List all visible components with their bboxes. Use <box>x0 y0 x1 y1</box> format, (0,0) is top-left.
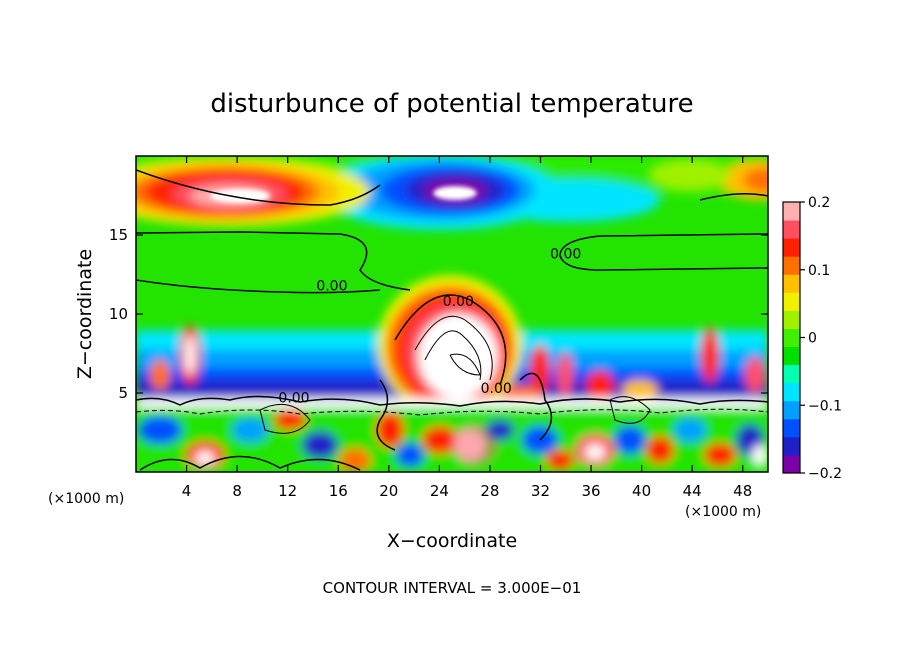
colorbar-swatch <box>783 400 800 420</box>
x-tick-label: 24 <box>430 482 449 500</box>
x-tick-label: 48 <box>733 482 752 500</box>
contour-labels: 0.00 0.00 0.00 0.00 0.00 <box>278 247 581 407</box>
colorbar-tick-label: 0 <box>808 331 817 347</box>
y-tick-label: 5 <box>118 384 128 402</box>
colorbar: 0.2 0.1 0 −0.1 −0.2 <box>782 195 842 482</box>
contour-lines <box>136 169 768 471</box>
colorbar-swatch <box>783 238 800 257</box>
colorbar-swatch <box>783 364 800 384</box>
colorbar-swatch <box>783 382 800 402</box>
colorbar-tick-label: −0.1 <box>808 398 842 414</box>
colorbar-swatch <box>783 346 800 366</box>
colorbar-swatch <box>783 328 800 348</box>
x-tick-label: 4 <box>182 482 192 500</box>
x-axis-unit-left: (×1000 m) <box>48 491 124 507</box>
colorbar-swatch <box>783 310 800 329</box>
colorbar-swatch <box>783 220 800 239</box>
colorbar-swatch <box>783 274 800 293</box>
x-tick-label: 28 <box>480 482 499 500</box>
x-axis-ticks: 4 8 12 16 20 24 28 32 36 40 44 48 <box>182 156 752 500</box>
colorbar-swatch <box>783 202 800 221</box>
chart-title: disturbunce of potential temperature <box>210 89 693 119</box>
contour-label: 0.00 <box>481 381 512 397</box>
colorbar-tick-label: −0.2 <box>808 466 842 482</box>
contour-label: 0.00 <box>278 390 309 406</box>
x-tick-label: 44 <box>683 482 702 500</box>
colorbar-swatch <box>783 436 800 456</box>
contour-interval-footer: CONTOUR INTERVAL = 3.000E−01 <box>323 579 582 597</box>
contour-label: 0.00 <box>550 247 581 263</box>
x-tick-label: 20 <box>379 482 398 500</box>
y-axis-ticks: 5 10 15 <box>109 226 768 402</box>
colorbar-swatch <box>783 418 800 438</box>
x-tick-label: 8 <box>232 482 242 500</box>
x-tick-label: 32 <box>531 482 550 500</box>
colorbar-tick-label: 0.2 <box>808 195 830 211</box>
y-tick-label: 10 <box>109 305 128 323</box>
x-tick-label: 40 <box>632 482 651 500</box>
x-tick-label: 12 <box>278 482 297 500</box>
field-highlights <box>210 186 483 389</box>
x-tick-label: 16 <box>329 482 348 500</box>
x-tick-label: 36 <box>581 482 600 500</box>
y-tick-label: 15 <box>109 226 128 244</box>
contour-label: 0.00 <box>443 294 474 310</box>
y-axis-label: Z−coordinate <box>74 249 96 379</box>
colorbar-swatch <box>783 454 800 474</box>
colorbar-swatch <box>783 256 800 275</box>
plot-area <box>136 156 768 472</box>
contour-label: 0.00 <box>316 278 347 294</box>
x-axis-unit-right: (×1000 m) <box>685 504 761 520</box>
x-axis-label: X−coordinate <box>387 530 517 552</box>
colorbar-swatch <box>783 292 800 311</box>
colorbar-tick-label: 0.1 <box>808 263 830 279</box>
